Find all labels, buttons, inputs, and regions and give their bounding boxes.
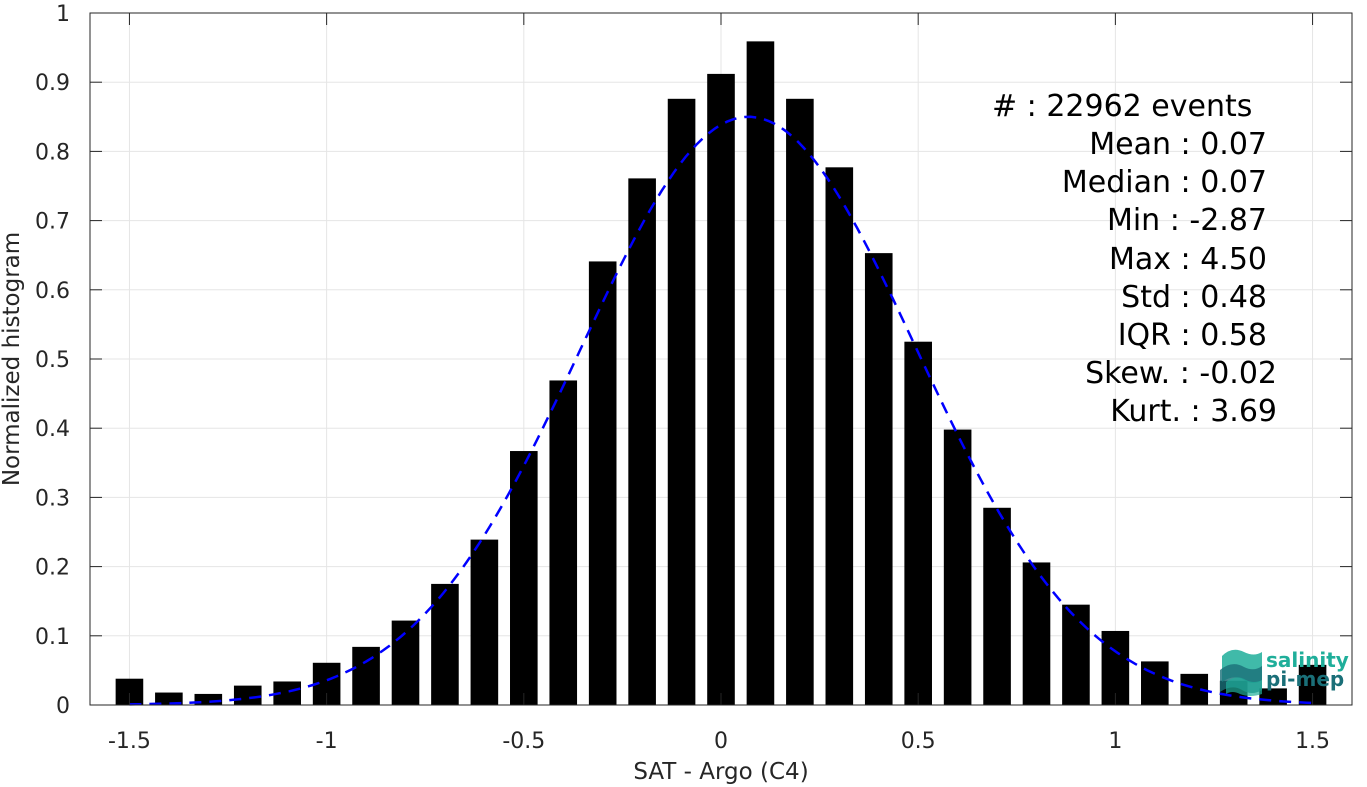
y-tick-label: 0.5 bbox=[35, 348, 70, 373]
bar bbox=[431, 583, 459, 705]
bar bbox=[864, 253, 893, 705]
bar bbox=[470, 539, 499, 705]
stat-std: Std : 0.48 bbox=[1121, 280, 1267, 315]
bar bbox=[273, 681, 301, 705]
y-tick-labels: 0 0.1 0.2 0.3 0.4 0.5 0.6 0.7 0.8 0.9 1 bbox=[35, 2, 70, 719]
y-axis-label: Normalized histogram bbox=[0, 232, 25, 486]
logo-text-pimep: pi-mep bbox=[1266, 667, 1344, 691]
stat-min: Min : -2.87 bbox=[1107, 203, 1267, 238]
x-tick-label: 1 bbox=[1108, 729, 1122, 754]
bar bbox=[746, 41, 775, 705]
bar bbox=[1062, 604, 1090, 705]
x-axis-label: SAT - Argo (C4) bbox=[633, 759, 808, 785]
y-tick-label: 0.6 bbox=[35, 279, 70, 304]
y-tick-label: 0.1 bbox=[35, 625, 70, 650]
bar bbox=[510, 451, 538, 705]
salinity-pimep-logo: salinity pi-mep bbox=[1220, 648, 1349, 696]
bar bbox=[352, 646, 380, 705]
bar bbox=[707, 73, 735, 705]
y-tick-label: 0.8 bbox=[35, 140, 70, 165]
statistics-annotations: # : 22962 events Mean : 0.07 Median : 0.… bbox=[992, 89, 1277, 429]
bar bbox=[155, 692, 183, 705]
gaussian-fit-curve bbox=[129, 115, 1313, 706]
x-tick-label: -1 bbox=[316, 729, 338, 754]
logo-wave-icon bbox=[1220, 649, 1262, 696]
y-tick-label: 0.7 bbox=[35, 210, 70, 235]
bar bbox=[904, 341, 932, 705]
stat-skew: Skew. : -0.02 bbox=[1085, 356, 1277, 391]
stat-kurt: Kurt. : 3.69 bbox=[1110, 394, 1277, 429]
stat-iqr: IQR : 0.58 bbox=[1118, 318, 1267, 353]
stat-mean: Mean : 0.07 bbox=[1089, 127, 1267, 162]
x-tick-label: 0.5 bbox=[901, 729, 936, 754]
bar bbox=[983, 507, 1011, 705]
bar bbox=[1022, 562, 1051, 705]
axis-ticks bbox=[90, 12, 1352, 706]
bar bbox=[194, 693, 223, 705]
bar bbox=[588, 261, 617, 705]
x-tick-label: 0 bbox=[714, 729, 728, 754]
y-tick-label: 0.2 bbox=[35, 556, 70, 581]
bar bbox=[233, 685, 262, 705]
bar bbox=[786, 98, 814, 706]
bar bbox=[943, 429, 972, 705]
stat-count: # : 22962 events bbox=[992, 89, 1252, 124]
x-tick-labels: -1.5 -1 -0.5 0 0.5 1 1.5 bbox=[108, 729, 1330, 754]
bar bbox=[825, 167, 854, 706]
logo-text-salinity: salinity bbox=[1266, 648, 1349, 672]
x-tick-label: 1.5 bbox=[1295, 729, 1330, 754]
stat-max: Max : 4.50 bbox=[1109, 242, 1267, 277]
bar bbox=[391, 620, 420, 705]
y-tick-label: 0 bbox=[56, 694, 70, 719]
y-tick-label: 1 bbox=[56, 2, 70, 27]
bar bbox=[549, 380, 578, 705]
y-tick-label: 0.4 bbox=[35, 417, 70, 442]
x-tick-label: -0.5 bbox=[502, 729, 545, 754]
stat-median: Median : 0.07 bbox=[1062, 165, 1267, 200]
bar bbox=[1101, 630, 1130, 705]
y-tick-label: 0.9 bbox=[35, 71, 70, 96]
bar bbox=[628, 178, 656, 705]
bar bbox=[667, 98, 696, 706]
y-tick-label: 0.3 bbox=[35, 486, 70, 511]
x-tick-label: -1.5 bbox=[108, 729, 151, 754]
